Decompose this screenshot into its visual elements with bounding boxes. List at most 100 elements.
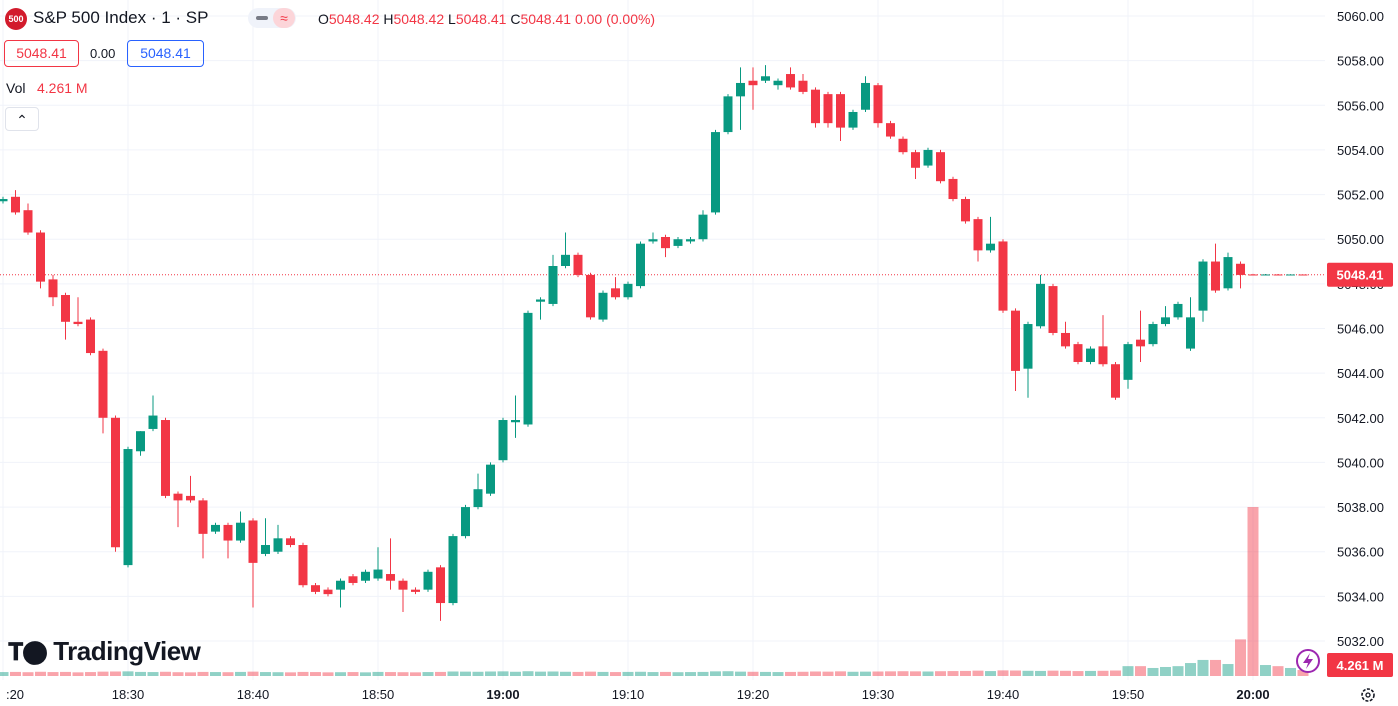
volume-bar [1185, 663, 1196, 676]
candle-body [1298, 274, 1308, 276]
sell-button[interactable]: 5048.41 [4, 40, 79, 67]
volume-bar [860, 671, 871, 676]
volume-bar [0, 672, 9, 676]
volume-bar [172, 672, 184, 676]
candle-body [598, 292, 608, 320]
o-label: O [318, 11, 329, 27]
alert-icon[interactable] [1296, 649, 1320, 673]
volume-bar [510, 671, 521, 676]
volume-bar [1210, 659, 1221, 676]
candle-body [423, 571, 433, 590]
candle-body [1273, 274, 1283, 276]
volume-bar [422, 672, 434, 676]
l-label: L [448, 11, 456, 27]
volume-bar [410, 672, 421, 676]
volume-bar [597, 671, 609, 676]
volume-bar [497, 671, 509, 676]
candle-body [361, 571, 370, 581]
volume-bar [10, 671, 21, 676]
volume-bar [747, 671, 759, 676]
volume-bar [1235, 639, 1246, 676]
candle-body [936, 152, 945, 182]
volume-bar [147, 672, 159, 676]
candle-body [223, 524, 233, 541]
volume-bar [397, 672, 409, 676]
y-tick-label: 5058.00 [1337, 54, 1384, 69]
volume-bar [1260, 665, 1271, 676]
volume-bar [247, 671, 259, 676]
volume-bar [47, 672, 59, 676]
candle-body [723, 96, 733, 133]
candle-body [98, 350, 108, 418]
volume-bar [985, 671, 996, 676]
volume-bar [472, 671, 484, 676]
volume-bar [997, 670, 1009, 676]
candle-body [1023, 324, 1033, 369]
volume-bar [35, 671, 46, 676]
status-pill[interactable]: ≈ [248, 8, 296, 28]
candle-body [11, 196, 20, 213]
candle-body [211, 524, 220, 532]
candle-body [123, 449, 133, 566]
y-tick-label: 5040.00 [1337, 455, 1384, 470]
candle-body [136, 431, 145, 452]
symbol-title[interactable]: S&P 500 Index · 1 · SP [33, 8, 209, 27]
last-price-box [1327, 262, 1393, 287]
candle-body [923, 149, 933, 166]
candle-body [561, 254, 570, 267]
volume-label-box [1327, 653, 1393, 677]
volume-bar [660, 671, 671, 676]
volume-bar [522, 671, 534, 676]
volume-bar [685, 672, 696, 676]
volume-bar [110, 671, 121, 676]
volume-bar [322, 672, 334, 676]
buy-button[interactable]: 5048.41 [127, 40, 204, 67]
volume-bar [722, 671, 734, 676]
candle-body [73, 321, 83, 325]
candle-body [1186, 317, 1195, 349]
volume-bar [1272, 666, 1284, 676]
volume-bar [710, 671, 721, 676]
candle-body [1048, 286, 1058, 333]
collapse-button[interactable]: ⌃ [5, 107, 39, 131]
volume-bar [185, 672, 196, 676]
candle-body [461, 507, 470, 537]
volume-bar [635, 671, 646, 676]
candle-body [648, 239, 658, 242]
candle-body [61, 295, 70, 322]
volume-bar [835, 671, 846, 676]
volume-bar [1297, 669, 1309, 676]
candle-body [386, 574, 395, 581]
volume-bar [772, 672, 784, 676]
c-label: C [510, 11, 521, 27]
candle-body [161, 420, 170, 496]
candle-body [173, 493, 183, 501]
volume-bar [610, 672, 621, 676]
candle-body [436, 567, 445, 604]
candle-body [498, 420, 508, 461]
candle-body [286, 538, 295, 546]
volume-bar [1160, 666, 1171, 676]
volume-bar [222, 672, 234, 676]
volume-bar [347, 672, 359, 676]
volume-bar [1147, 667, 1159, 676]
volume-bar [1035, 670, 1046, 676]
volume-bar [460, 671, 471, 676]
volume-bar [447, 671, 459, 676]
candle-body [536, 299, 545, 302]
volume-bar [622, 671, 634, 676]
volume-bar [72, 672, 84, 676]
volume-bar [85, 672, 96, 676]
volume-bar [1085, 670, 1096, 676]
y-tick-label: 5034.00 [1337, 589, 1384, 604]
volume-bar [1285, 667, 1296, 676]
candle-body [373, 569, 383, 579]
logo: 500 [5, 8, 27, 30]
volume-bar [197, 671, 209, 676]
settings-icon[interactable] [1361, 688, 1375, 702]
candle-body [411, 589, 420, 592]
h-label: H [383, 11, 394, 27]
candle-body [1123, 344, 1133, 380]
brand: 𝐓⬤ TradingView [8, 636, 201, 666]
